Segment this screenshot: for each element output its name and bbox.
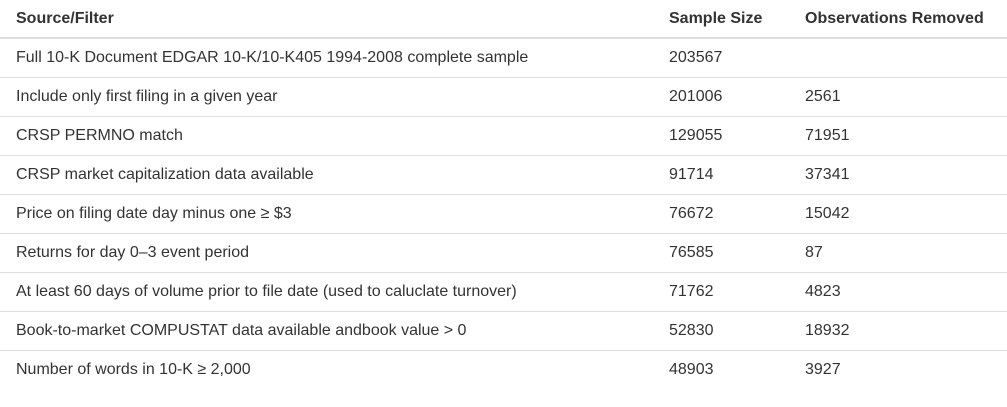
table-row: Book-to-market COMPUSTAT data available … [0, 311, 1007, 351]
source-filter-cell: Returns for day 0–3 event period [0, 233, 653, 273]
sample-size-cell: 48903 [669, 361, 714, 378]
table-row: Price on filing date day minus one ≥ $3 … [0, 194, 1007, 234]
table-header: Source/Filter Sample Size Observations R… [0, 0, 1007, 39]
sample-size-cell: 201006 [653, 77, 789, 117]
header-row: Source/Filter Sample Size Observations R… [0, 0, 1007, 39]
source-filter-cell: Book-to-market COMPUSTAT data available … [0, 311, 653, 351]
source-filter-cell: CRSP PERMNO match [0, 116, 653, 156]
column-header-sample-size: Sample Size [653, 0, 789, 39]
column-header-observations-removed: Observations Removed [789, 0, 1007, 39]
sample-size-cell: 71762 [653, 272, 789, 312]
observations-removed-cell [789, 38, 1007, 78]
source-filter-cell: At least 60 days of volume prior to file… [0, 272, 653, 312]
source-filter-cell: Full 10-K Document EDGAR 10-K/10-K405 19… [0, 38, 653, 78]
sample-size-cell: 91714 [653, 155, 789, 195]
sample-size-cell: 129055 [653, 116, 789, 156]
sample-size-cell: 203567 [653, 38, 789, 78]
sample-filter-table: Source/Filter Sample Size Observations R… [0, 0, 1007, 389]
sample-size-cell: 52830 [653, 311, 789, 351]
source-filter-cell: Number of words in 10-K ≥ 2,000 [16, 361, 251, 378]
source-filter-cell: Price on filing date day minus one ≥ $3 [0, 194, 653, 234]
source-filter-cell: CRSP market capitalization data availabl… [0, 155, 653, 195]
table-row: CRSP PERMNO match 129055 71951 [0, 116, 1007, 156]
observations-removed-cell: 15042 [789, 194, 1007, 234]
table-row: Number of words in 10-K ≥ 2,000 48903 39… [0, 351, 1007, 390]
table-body: Full 10-K Document EDGAR 10-K/10-K405 19… [0, 38, 1007, 389]
sample-size-cell: 76585 [653, 233, 789, 273]
sample-size-cell: 76672 [653, 194, 789, 234]
table-row: CRSP market capitalization data availabl… [0, 155, 1007, 195]
observations-removed-cell: 18932 [789, 311, 1007, 351]
table-row: At least 60 days of volume prior to file… [0, 272, 1007, 312]
observations-removed-cell: 71951 [789, 116, 1007, 156]
table-row: Returns for day 0–3 event period 76585 8… [0, 233, 1007, 273]
observations-removed-cell: 87 [789, 233, 1007, 273]
observations-removed-cell: 2561 [789, 77, 1007, 117]
observations-removed-cell: 37341 [789, 155, 1007, 195]
table-row: Full 10-K Document EDGAR 10-K/10-K405 19… [0, 38, 1007, 78]
observations-removed-cell: 3927 [805, 361, 841, 378]
column-header-source-filter: Source/Filter [0, 0, 653, 39]
observations-removed-cell: 4823 [789, 272, 1007, 312]
table-row: Include only first filing in a given yea… [0, 77, 1007, 117]
source-filter-cell: Include only first filing in a given yea… [0, 77, 653, 117]
